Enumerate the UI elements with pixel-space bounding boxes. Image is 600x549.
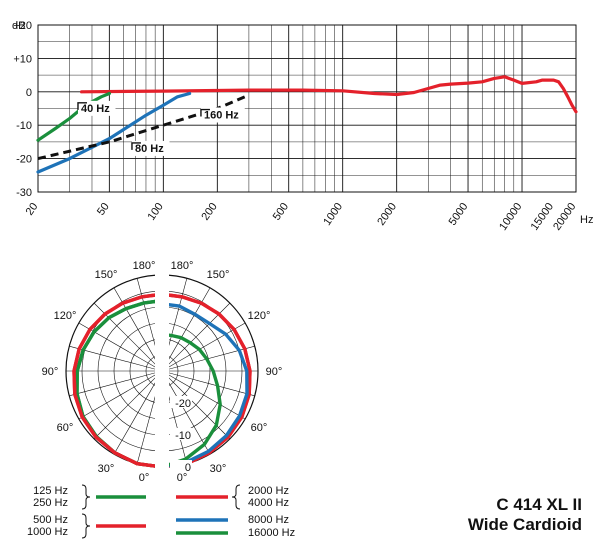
polar-curve-1000hz [72, 293, 155, 468]
polar-spoke [169, 372, 255, 397]
polar-spoke [78, 374, 155, 420]
frequency-series-4 [37, 93, 250, 161]
polar-spoke [169, 395, 188, 464]
y-tick-label: -10 [16, 120, 32, 132]
legend-label-right: 2000 Hz [248, 485, 289, 497]
angle-label-left: 30° [98, 463, 115, 475]
angle-label-right: 90° [266, 366, 283, 378]
annotation-box [200, 107, 245, 123]
frequency-grid [37, 24, 577, 193]
radial-label: 0 [185, 462, 191, 474]
polar-curve-8000hz [169, 303, 249, 468]
y-tick-label: 0 [26, 87, 32, 99]
annotation-box [131, 140, 170, 156]
angle-label-right: 60° [251, 422, 268, 434]
legend-label-right: 4000 Hz [248, 497, 289, 509]
x-tick-label: 2000 [375, 201, 399, 228]
legend-brace [81, 484, 91, 510]
y-tick-label: +10 [13, 53, 32, 65]
legend-label-left: 125 Hz [33, 485, 68, 497]
x-tick-label: 50 [95, 201, 112, 218]
annotation-label: 40 Hz [81, 103, 110, 115]
radial-label: -10 [175, 430, 191, 442]
angle-label-left: 120° [54, 310, 77, 322]
legend-label-left: 500 Hz [33, 514, 68, 526]
polar-spoke [69, 372, 155, 397]
x-tick-label: 10000 [497, 201, 524, 233]
frequency-series-3 [36, 91, 192, 174]
frequency-series [36, 75, 578, 174]
polar-curve-500hz [72, 293, 155, 468]
radial-label: -20 [175, 398, 191, 410]
legend-label-left: 1000 Hz [27, 526, 68, 538]
x-tick-label: 20 [24, 201, 41, 218]
polar-spoke [169, 322, 246, 368]
x-tick-label: 1000 [321, 201, 345, 228]
x-tick-label: 500 [271, 201, 291, 223]
polar-spoke [136, 395, 155, 464]
annotation-box [77, 100, 116, 116]
angle-label-right: 120° [248, 310, 271, 322]
legend-brace [81, 513, 91, 539]
legend-brace [231, 484, 241, 510]
polar-spoke [113, 382, 155, 455]
polar-spoke [169, 278, 188, 347]
product-pattern: Wide Cardioid [468, 515, 582, 534]
y-tick-label: -30 [16, 187, 32, 199]
annotation-bracket [200, 108, 210, 117]
y-axis-label: dB [12, 20, 25, 32]
angle-label-right: 150° [207, 269, 230, 281]
polar-curve-16000hz [169, 333, 222, 467]
x-tick-label: 100 [145, 201, 165, 223]
x-tick-label: 200 [199, 201, 219, 223]
polar-spoke [169, 287, 211, 360]
polar-spoke [93, 377, 155, 440]
y-tick-label: +20 [13, 20, 32, 32]
radial-label-bg [170, 396, 192, 408]
annotation-label: 80 Hz [135, 143, 164, 155]
x-tick-label: 15000 [529, 201, 556, 233]
frequency-series-1 [80, 75, 578, 114]
angle-label-right: 180° [171, 260, 194, 272]
angle-label-left: 150° [95, 269, 118, 281]
polar-spoke [169, 382, 211, 455]
frequency-series-2 [36, 91, 111, 142]
polar-spoke [136, 278, 155, 347]
polar-curves-right [169, 293, 252, 468]
polar-spoke [169, 374, 246, 420]
radial-label-bg [170, 460, 192, 472]
polar-curves-left [72, 293, 155, 468]
frequency-annotations: 40 Hz 80 Hz 160 Hz [77, 100, 245, 156]
product-model: C 414 XL II [496, 495, 582, 514]
annotation-bracket [131, 142, 141, 150]
angle-label-right: 30° [210, 463, 227, 475]
angle-label-left: 0° [139, 472, 150, 484]
annotation-bracket [77, 102, 87, 110]
annotation-label: 160 Hz [204, 110, 239, 122]
x-axis-label: Hz [580, 214, 593, 226]
angle-label-left: 180° [133, 260, 156, 272]
legend-label-left: 250 Hz [33, 497, 68, 509]
legend-label-right: 8000 Hz [248, 514, 289, 526]
plot-frame [37, 24, 577, 193]
radial-label-bg [170, 428, 192, 440]
polar-spoke [169, 377, 231, 440]
angle-label-left: 60° [57, 422, 74, 434]
x-tick-label: 5000 [447, 201, 471, 228]
legend-label-right: 16000 Hz [248, 527, 295, 539]
y-tick-label: -20 [16, 154, 32, 166]
x-tick-label: 20000 [551, 201, 578, 233]
angle-label-left: 90° [42, 366, 59, 378]
angle-label-right: 0° [177, 472, 188, 484]
polar-diagram: 180° 180° 150° 150° 120° 120° 90° 90° 60° 60° 30° 3… [42, 260, 283, 484]
